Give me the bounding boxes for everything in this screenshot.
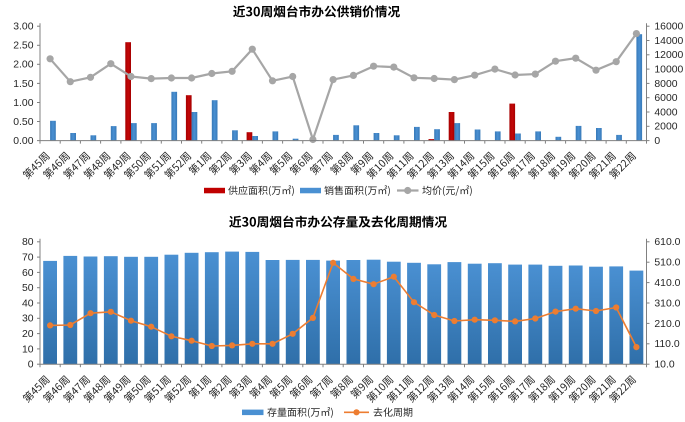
- svg-text:10.0: 10.0: [654, 360, 674, 371]
- svg-text:1.00: 1.00: [13, 98, 33, 109]
- svg-text:0: 0: [28, 360, 34, 371]
- svg-text:3.00: 3.00: [13, 22, 33, 33]
- svg-text:50: 50: [22, 283, 34, 294]
- svg-text:210.0: 210.0: [654, 319, 680, 330]
- svg-text:12000: 12000: [654, 50, 683, 61]
- svg-text:1.50: 1.50: [13, 79, 33, 90]
- svg-text:16000: 16000: [654, 22, 683, 33]
- svg-text:2000: 2000: [654, 122, 677, 133]
- svg-text:10000: 10000: [654, 65, 683, 76]
- svg-text:2.00: 2.00: [13, 60, 33, 71]
- svg-text:80: 80: [22, 237, 34, 248]
- svg-text:10: 10: [22, 344, 34, 355]
- svg-text:60: 60: [22, 268, 34, 279]
- svg-text:20: 20: [22, 329, 34, 340]
- svg-text:70: 70: [22, 253, 34, 264]
- svg-text:610.0: 610.0: [654, 237, 680, 248]
- svg-text:0.00: 0.00: [13, 136, 33, 147]
- svg-text:40: 40: [22, 298, 34, 309]
- svg-text:510.0: 510.0: [654, 258, 680, 269]
- svg-text:2.50: 2.50: [13, 41, 33, 52]
- svg-text:110.0: 110.0: [654, 339, 679, 350]
- svg-text:8000: 8000: [654, 79, 677, 90]
- svg-text:30: 30: [22, 314, 34, 325]
- svg-text:310.0: 310.0: [654, 298, 680, 309]
- svg-text:0: 0: [654, 136, 660, 147]
- svg-text:6000: 6000: [654, 93, 677, 104]
- svg-text:4000: 4000: [654, 107, 677, 118]
- svg-text:14000: 14000: [654, 36, 683, 47]
- svg-text:0.50: 0.50: [13, 117, 33, 128]
- svg-text:410.0: 410.0: [654, 278, 680, 289]
